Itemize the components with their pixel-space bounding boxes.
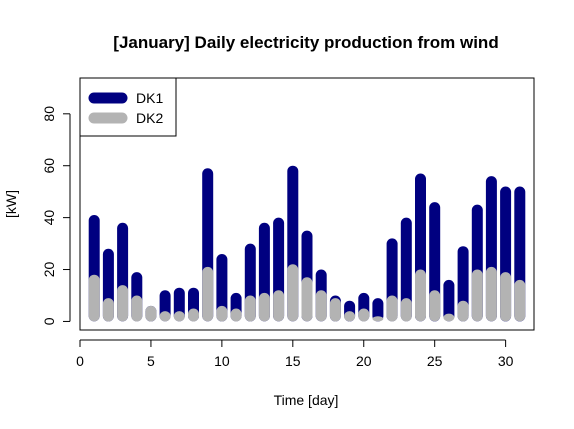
bar-dk1-day-10 xyxy=(216,254,228,322)
x-axis: 0 5 10 15 20 25 30 xyxy=(76,339,514,369)
x-tick-label: 10 xyxy=(214,353,230,369)
bar-dk2-day-5 xyxy=(145,305,157,322)
bar-dk2-day-29 xyxy=(485,266,497,322)
bar-dk2-day-3 xyxy=(117,285,129,322)
bar-dk2-day-2 xyxy=(102,298,114,322)
bar-dk2-day-28 xyxy=(471,269,483,322)
x-tick-label: 30 xyxy=(498,353,514,369)
y-tick-label: 60 xyxy=(41,158,57,174)
x-tick-label: 25 xyxy=(427,353,443,369)
bar-dk2-day-27 xyxy=(457,300,469,322)
bar-dk2-day-24 xyxy=(415,269,426,322)
bar-dk2-day-17 xyxy=(315,290,327,322)
y-tick-label: 20 xyxy=(41,262,57,278)
bar-dk2-day-22 xyxy=(386,295,398,322)
bar-dk2-day-16 xyxy=(301,277,313,322)
bar-dk1-day-26 xyxy=(443,279,455,322)
bar-dk1-day-21 xyxy=(372,298,384,322)
bar-dk2-day-15 xyxy=(287,264,299,322)
bar-layer xyxy=(88,165,526,322)
bar-dk2-day-31 xyxy=(514,279,526,322)
chart-title: [January] Daily electricity production f… xyxy=(113,33,498,52)
bar-dk2-day-30 xyxy=(500,272,512,322)
bar-dk2-day-13 xyxy=(258,292,270,322)
bar-dk1-day-23 xyxy=(400,217,412,322)
y-tick-label: 80 xyxy=(41,106,57,122)
x-tick-label: 5 xyxy=(147,353,155,369)
x-tick-label: 0 xyxy=(76,353,84,369)
y-axis: 0 20 40 60 80 xyxy=(41,106,71,325)
bar-dk2-day-8 xyxy=(188,308,199,322)
legend-label-dk2: DK2 xyxy=(136,110,163,126)
bar-dk2-day-20 xyxy=(358,308,370,322)
bar-dk2-day-9 xyxy=(202,266,214,322)
x-tick-label: 15 xyxy=(285,353,301,369)
bar-dk2-day-7 xyxy=(173,311,185,322)
bar-dk2-day-18 xyxy=(329,298,341,322)
plot-frame xyxy=(79,77,535,331)
bar-dk2-day-21 xyxy=(372,316,384,322)
bar-dk2-day-4 xyxy=(131,295,143,322)
bar-dk2-day-10 xyxy=(216,305,228,322)
bar-dk2-day-19 xyxy=(344,311,356,322)
bar-dk2-day-1 xyxy=(88,274,100,322)
y-axis-label: [kW] xyxy=(3,190,19,218)
bar-dk2-day-26 xyxy=(443,313,455,322)
y-tick-label: 0 xyxy=(41,317,57,325)
x-axis-label: Time [day] xyxy=(274,392,339,408)
y-tick-label: 40 xyxy=(41,210,57,226)
bar-dk2-day-14 xyxy=(273,290,285,322)
legend-box xyxy=(79,77,177,137)
bar-dk2-day-23 xyxy=(400,298,412,322)
bar-dk2-day-6 xyxy=(159,311,171,322)
bar-dk2-day-25 xyxy=(429,290,441,322)
x-tick-label: 20 xyxy=(356,353,372,369)
bar-dk2-day-11 xyxy=(230,308,242,322)
bar-dk2-day-12 xyxy=(244,295,256,322)
legend-label-dk1: DK1 xyxy=(136,90,163,106)
